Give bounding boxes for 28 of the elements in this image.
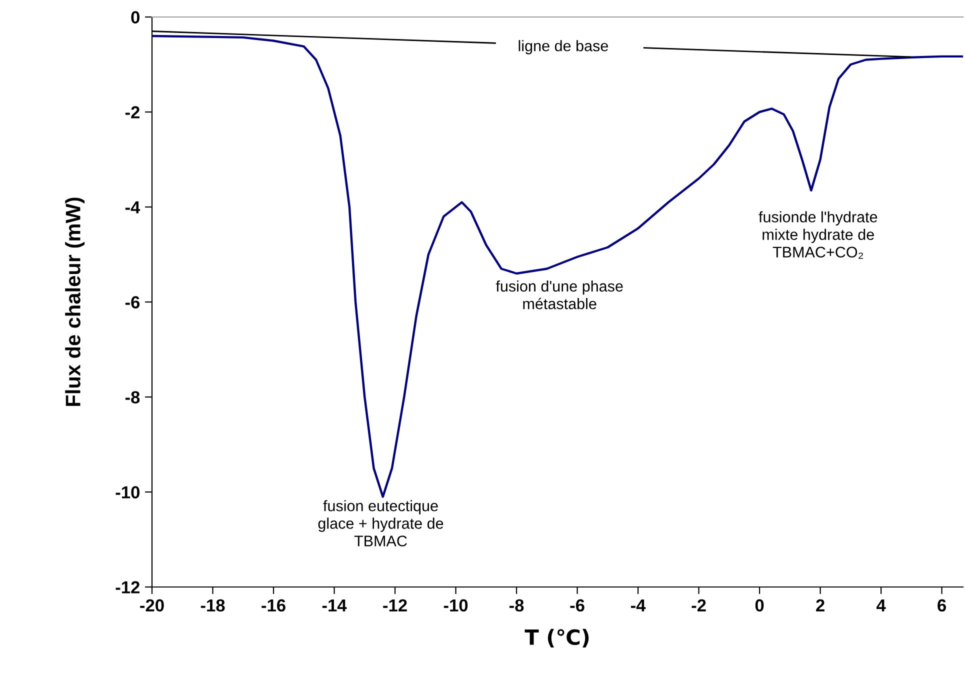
y-tick-label: -6	[125, 296, 140, 308]
x-tick-label: -18	[200, 599, 225, 612]
y-tick-label: -2	[125, 106, 140, 118]
y-axis-title: Flux de chaleur (mW)	[65, 198, 85, 406]
line-series	[152, 34, 964, 498]
x-tick-label: -12	[383, 599, 407, 612]
x-tick-label: -16	[262, 599, 286, 612]
x-tick-label: -8	[509, 599, 524, 612]
x-tick-label: -6	[570, 599, 584, 612]
y-tick-label: -10	[116, 486, 140, 498]
annotation: fusion eutectique glace + hydrate de TBMAC	[318, 500, 444, 546]
y-tick-label: -8	[125, 391, 140, 404]
annotation: fusion d'une phase métastable	[496, 280, 623, 310]
x-tick-label: -2	[692, 599, 706, 612]
annotation: ligne de base	[518, 40, 608, 54]
x-axis-title: T (℃)	[524, 628, 589, 648]
x-tick-label: 2	[816, 599, 824, 612]
x-tick-label: 0	[755, 599, 764, 612]
y-tick-label: -12	[116, 581, 140, 594]
y-tick-label: -4	[125, 201, 140, 214]
x-tick-label: -4	[630, 599, 646, 612]
x-tick-label: -10	[444, 599, 468, 612]
x-tick-label: 4	[876, 599, 886, 612]
annotation: fusionde l'hydrate mixte hydrate de TBMAC+CO₂	[758, 211, 878, 259]
y-tick-label: 0	[131, 11, 140, 24]
x-tick-label: -20	[140, 599, 164, 612]
x-tick-label: 6	[938, 599, 946, 612]
x-tick-label: -14	[322, 599, 347, 612]
